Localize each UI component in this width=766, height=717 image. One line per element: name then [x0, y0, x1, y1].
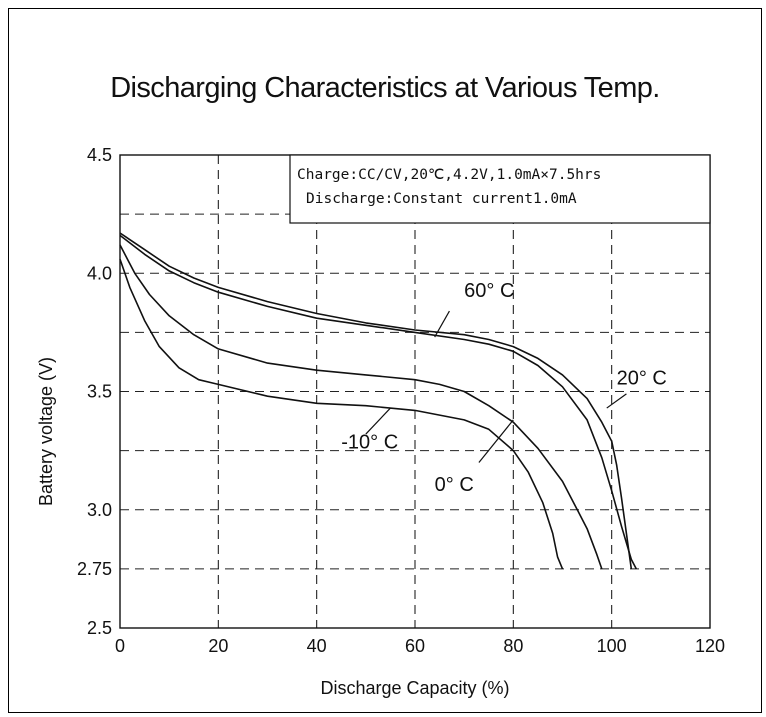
annotation-line-discharge: Discharge:Constant current1.0mA: [306, 191, 577, 207]
x-tick-label: 0: [115, 636, 125, 656]
series-label: 60° C: [464, 280, 514, 302]
chart-title: Discharging Characteristics at Various T…: [110, 72, 660, 104]
y-tick-label: 2.75: [77, 559, 112, 579]
y-tick-label: 3.0: [87, 500, 112, 520]
annotation-box: [289, 154, 711, 224]
series-leader-line: [365, 407, 391, 435]
x-tick-label: 40: [307, 636, 327, 656]
series-label: -10° C: [341, 431, 398, 453]
series-line-1: [119, 232, 633, 570]
series-leader-line: [606, 393, 627, 409]
x-tick-label: 120: [695, 636, 725, 656]
series-leader-line: [478, 419, 514, 463]
x-tick-label: 80: [503, 636, 523, 656]
y-tick-label: 4.0: [87, 263, 112, 283]
x-tick-label: 20: [208, 636, 228, 656]
chart-frame: [8, 8, 762, 713]
x-tick-label: 100: [597, 636, 627, 656]
series-line-3: [119, 258, 564, 570]
y-tick-label: 4.5: [87, 145, 112, 165]
y-axis-label: Battery voltage (V): [36, 357, 56, 506]
series-label: 20° C: [617, 367, 667, 389]
series-label: 0° C: [435, 474, 474, 496]
annotation-line-charge: Charge:CC/CV,20℃,4.2V,1.0mA×7.5hrs: [297, 167, 601, 183]
series-leader-line: [434, 310, 450, 338]
y-tick-label: 2.5: [87, 618, 112, 638]
x-tick-label: 60: [405, 636, 425, 656]
x-axis-label: Discharge Capacity (%): [320, 678, 509, 698]
series-line-0: [119, 234, 638, 570]
y-tick-label: 3.5: [87, 382, 112, 402]
series-line-2: [119, 244, 603, 570]
